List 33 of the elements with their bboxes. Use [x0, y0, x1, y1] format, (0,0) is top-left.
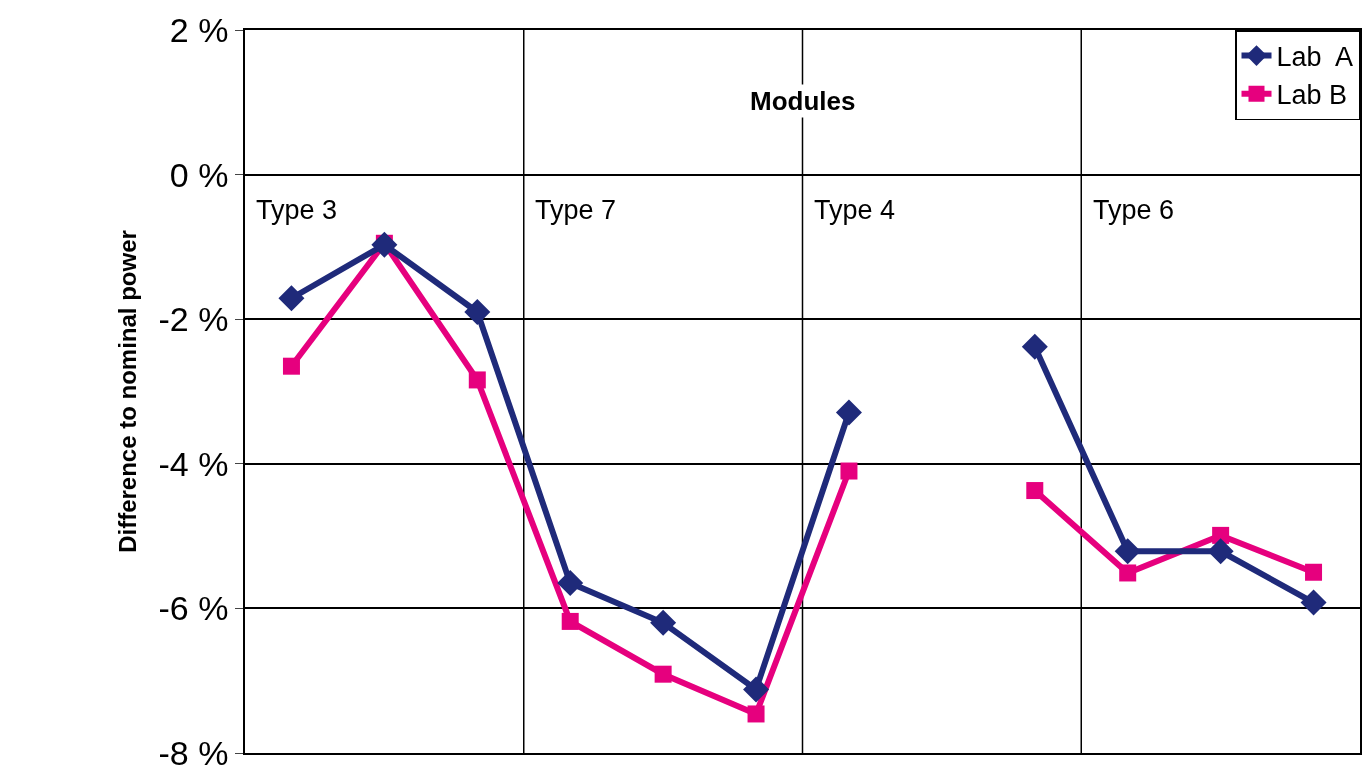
point: [464, 298, 491, 325]
y-tick-label: 2 %: [169, 10, 229, 49]
point: [840, 462, 858, 480]
point: [650, 609, 677, 636]
point: [1026, 482, 1044, 500]
point: [1207, 538, 1234, 565]
point: [747, 705, 765, 723]
point: [1021, 333, 1048, 360]
x-axis-title: Modules: [750, 86, 856, 116]
y-tick-label: -8 %: [158, 733, 229, 772]
annotation: Type 6: [1093, 195, 1175, 225]
point: [282, 357, 300, 375]
y-tick-label: 0 %: [169, 155, 229, 194]
point: [1305, 563, 1323, 581]
legend-label: Lab B: [1276, 80, 1348, 111]
point: [468, 371, 486, 389]
point: [278, 285, 305, 312]
annotation: Type 3: [256, 195, 338, 225]
point: [557, 570, 584, 597]
annotation: Type 4: [814, 195, 896, 225]
point: [1114, 538, 1141, 565]
point: [1119, 564, 1137, 582]
y-tick-label: -6 %: [158, 589, 229, 628]
point: [743, 676, 770, 703]
point: [1300, 589, 1327, 616]
point: [835, 399, 862, 426]
legend-label: Lab A: [1276, 42, 1354, 73]
y-axis-title: Difference to nominal power: [114, 230, 142, 553]
y-tick-label: -2 %: [158, 300, 229, 339]
point: [561, 612, 579, 630]
y-tick-label: -4 %: [158, 444, 229, 483]
point: [654, 665, 672, 683]
annotation: Type 7: [535, 195, 617, 225]
